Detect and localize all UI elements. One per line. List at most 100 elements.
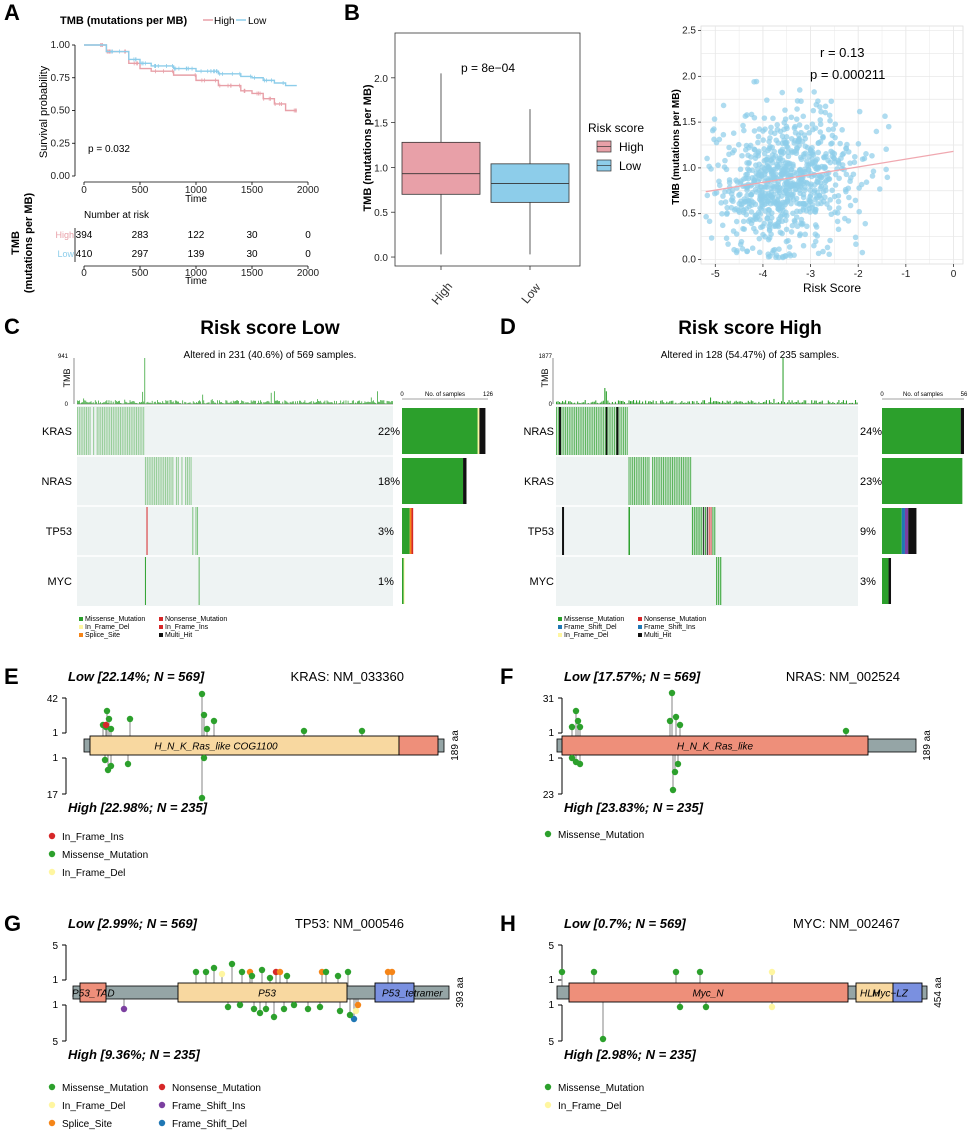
- oncoplot-cell: [96, 407, 98, 455]
- scatter-point: [883, 166, 889, 173]
- oncoplot-cell: [188, 457, 190, 505]
- tmb-bar: [773, 398, 775, 404]
- tmb-bar: [162, 401, 164, 404]
- oncoplot-cell: [121, 407, 123, 455]
- tmb-bar: [599, 402, 601, 404]
- oncoplot-cell: [163, 457, 165, 505]
- tmb-bar: [782, 358, 784, 404]
- scatter-point: [761, 150, 768, 157]
- tmb-bar: [80, 403, 81, 404]
- scatter-point: [798, 156, 805, 163]
- scatter-y-tick-label: 2.5: [682, 26, 696, 37]
- scatter-point: [862, 220, 869, 227]
- box-legend-high: High: [619, 140, 644, 154]
- tmb-bar: [309, 401, 311, 404]
- oncoplot-high-tmb-label: TMB: [540, 369, 550, 388]
- lollipop-head: [672, 713, 680, 721]
- tmb-bar: [765, 400, 767, 404]
- tmb-bar: [157, 400, 158, 404]
- box-x-label: High: [429, 279, 456, 307]
- panel-letter-f: F: [500, 664, 513, 689]
- tmb-bar: [666, 401, 668, 404]
- tmb-bar: [693, 401, 695, 404]
- oncoplot-cell: [639, 457, 641, 505]
- tmb-bar: [89, 401, 91, 404]
- scatter-point: [847, 178, 853, 185]
- tmb-bar: [343, 400, 345, 404]
- tmb-bar: [386, 400, 388, 404]
- tmb-bar: [304, 400, 306, 404]
- tmb-bar: [265, 401, 267, 404]
- tmb-bar: [361, 401, 363, 404]
- tmb-bar: [174, 400, 176, 404]
- risk-x-tick-label: 1500: [241, 268, 264, 279]
- lollipop-head: [316, 1003, 324, 1011]
- gene-label-nras: NRAS: [523, 426, 554, 438]
- scatter-point: [822, 103, 829, 110]
- scatter-point: [851, 159, 858, 166]
- scatter-point: [756, 176, 763, 182]
- legend-dot: [158, 1101, 166, 1109]
- tmb-bar: [737, 401, 739, 404]
- oncoplot-cell: [125, 407, 127, 455]
- tmb-bar: [777, 402, 780, 404]
- tmb-bar: [841, 402, 843, 404]
- oncoplot-cell: [155, 457, 157, 505]
- oncoplot-cell: [710, 507, 712, 555]
- tmb-bar: [178, 401, 179, 404]
- tmb-bar: [99, 403, 100, 404]
- lollipop-gene-label: NRAS: NM_002524: [786, 669, 900, 684]
- scatter-point: [730, 130, 737, 136]
- scatter-point: [794, 98, 801, 104]
- tmb-bar: [377, 391, 378, 404]
- scatter-point: [804, 223, 810, 230]
- scatter-point: [856, 108, 863, 115]
- tmb-bar: [291, 401, 293, 404]
- lollipop-head: [702, 1003, 710, 1011]
- oncoplot-cell: [89, 407, 91, 455]
- scatter-point: [726, 144, 732, 151]
- protein-domain-label: P53_tetramer: [382, 989, 443, 1000]
- tmb-bar: [661, 400, 663, 404]
- scatter-point: [726, 151, 732, 158]
- tmb-bar: [141, 401, 142, 404]
- scatter-point: [852, 234, 859, 241]
- legend-dot: [48, 1083, 56, 1091]
- tmb-bar: [753, 402, 755, 404]
- lollipop-head: [236, 1001, 244, 1009]
- scatter-point: [762, 208, 768, 214]
- tmb-bar: [646, 403, 648, 404]
- oncoplot-cell: [632, 457, 634, 505]
- lollipop-y-one-top: 1: [548, 728, 554, 739]
- tmb-bar: [246, 402, 248, 404]
- tmb-bar: [626, 403, 629, 404]
- lollipop-head: [768, 1003, 776, 1011]
- scatter-point: [720, 131, 727, 138]
- legend-label: Multi_Hit: [165, 632, 192, 639]
- legend-label: Missense_Mutation: [85, 616, 145, 623]
- scatter-point: [756, 249, 763, 256]
- tmb-bar: [764, 401, 766, 404]
- tmb-bar: [688, 401, 690, 404]
- tmb-bar: [300, 400, 302, 404]
- tmb-bar: [207, 402, 209, 404]
- scatter-point: [822, 164, 829, 171]
- lollipop-y-one-top: 1: [548, 975, 554, 986]
- scatter-point: [788, 114, 795, 121]
- scatter-point: [770, 115, 776, 122]
- lollipop-head: [568, 723, 576, 731]
- lollipop-head: [256, 1009, 264, 1017]
- scatter-point: [812, 231, 819, 237]
- oncoplot-cell: [675, 457, 677, 505]
- oncoplot-cell: [699, 507, 701, 555]
- legend-swatch: [159, 617, 163, 621]
- tmb-bar: [134, 402, 136, 404]
- lollipop-head: [572, 707, 580, 715]
- tmb-bar: [368, 401, 370, 404]
- tmb-bar: [854, 400, 857, 404]
- tmb-bar: [166, 401, 168, 404]
- legend-label: In_Frame_Ins: [165, 624, 209, 631]
- lollipop-head: [358, 727, 366, 735]
- oncoplot-cell: [704, 507, 707, 555]
- lollipop-y-max-top: 5: [548, 941, 554, 952]
